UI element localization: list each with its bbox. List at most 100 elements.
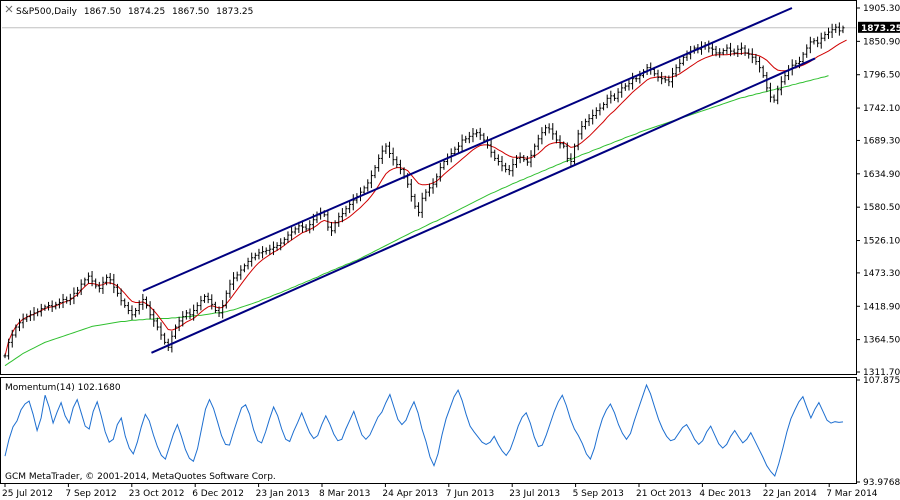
x-tick-label: 7 Mar 2014 <box>826 489 878 499</box>
price-bar <box>525 155 529 166</box>
price-bar <box>812 38 816 45</box>
price-bar <box>823 31 827 42</box>
price-bar <box>159 322 163 340</box>
price-bar <box>163 332 167 345</box>
price-bar <box>174 324 178 339</box>
price-bar <box>663 75 667 83</box>
price-bar <box>141 293 145 310</box>
x-tick-label: 7 Jun 2013 <box>446 489 494 499</box>
price-bar <box>340 208 344 223</box>
price-bar <box>464 135 468 143</box>
price-bar <box>119 288 123 306</box>
price-bar <box>413 193 417 209</box>
price-bar <box>366 179 370 192</box>
price-bar <box>551 123 555 140</box>
price-y-tick-label: 1905.30 <box>863 4 900 14</box>
price-bar <box>420 192 424 218</box>
price-bar <box>808 36 812 54</box>
x-tick-label: 6 Dec 2012 <box>192 489 244 499</box>
momentum-y-tick-label: 107.8752 <box>863 376 900 386</box>
trend-channel <box>142 7 816 354</box>
header-close: 1873.25 <box>216 7 253 17</box>
chart-header: S&P500,Daily 1867.50 1874.25 1867.50 187… <box>16 7 253 17</box>
price-bar <box>576 129 580 151</box>
price-bar <box>816 36 820 48</box>
ma-short-line <box>4 39 847 357</box>
price-bar <box>388 141 392 158</box>
price-bar <box>213 301 217 314</box>
price-bar <box>478 127 482 140</box>
price-bar <box>362 185 366 195</box>
price-bar <box>268 244 272 255</box>
price-bar <box>398 159 402 175</box>
price-y-tick-label: 1418.90 <box>863 302 900 312</box>
price-bar <box>507 165 511 176</box>
x-tick-label: 23 Jul 2013 <box>509 489 560 499</box>
price-bar <box>192 304 196 321</box>
price-bar <box>558 135 562 149</box>
price-bar <box>515 155 519 168</box>
price-bar <box>565 142 569 163</box>
price-bar <box>155 317 159 331</box>
price-bar <box>39 303 43 317</box>
price-bar <box>137 300 141 315</box>
price-bar <box>438 162 442 182</box>
price-bar <box>536 134 540 151</box>
price-bar <box>72 287 76 305</box>
momentum-pane-frame <box>0 377 857 484</box>
price-bar <box>10 329 14 348</box>
price-bar <box>239 265 243 280</box>
price-y-tick-label: 1689.30 <box>863 136 900 146</box>
price-bar <box>841 25 845 34</box>
price-bar <box>195 302 199 314</box>
price-bar <box>290 226 294 241</box>
price-bar <box>417 202 421 217</box>
price-bar <box>177 316 181 332</box>
price-bar <box>7 338 11 360</box>
price-bar <box>210 294 214 310</box>
header-low: 1867.50 <box>172 7 209 17</box>
momentum-y-axis: 107.8752 93.9768 <box>856 376 900 488</box>
price-bar <box>729 42 733 57</box>
price-bar <box>337 212 341 227</box>
price-bar <box>170 331 174 353</box>
price-bar <box>286 231 290 244</box>
price-bar <box>591 109 595 125</box>
price-bar <box>714 45 718 57</box>
price-y-tick-label: 1526.10 <box>863 237 900 247</box>
price-bar <box>253 252 257 261</box>
price-bar <box>369 170 373 189</box>
price-bar <box>184 310 188 320</box>
x-tick-label: 23 Jan 2013 <box>256 489 310 499</box>
price-bar <box>50 300 54 312</box>
price-y-tick-label: 1580.50 <box>863 203 900 213</box>
price-bar <box>188 308 192 320</box>
price-bar <box>271 241 275 256</box>
momentum-path <box>4 383 844 477</box>
price-bar <box>304 224 308 232</box>
price-bar <box>660 71 664 85</box>
price-bar <box>725 44 729 55</box>
price-bar <box>61 293 65 309</box>
price-bar <box>395 156 399 168</box>
price-bar <box>105 274 109 286</box>
price-bar <box>181 311 185 327</box>
copyright-text: GCM MetaTrader, © 2001-2014, MetaQuotes … <box>5 472 276 482</box>
price-bar <box>533 143 537 158</box>
price-bar <box>228 279 232 298</box>
price-bar <box>217 306 221 317</box>
price-bar <box>772 94 776 103</box>
price-bar <box>518 152 522 164</box>
price-bar <box>199 295 203 311</box>
price-bar <box>467 131 471 144</box>
price-bar <box>460 134 464 152</box>
price-bar <box>830 23 834 38</box>
price-bar <box>435 173 439 188</box>
price-bar <box>754 53 758 65</box>
price-bar <box>681 55 685 66</box>
x-tick-label: 21 Oct 2013 <box>636 489 692 499</box>
price-bar <box>475 129 479 138</box>
current-price-label: 1873.25 <box>861 24 900 34</box>
price-bar <box>540 127 544 145</box>
